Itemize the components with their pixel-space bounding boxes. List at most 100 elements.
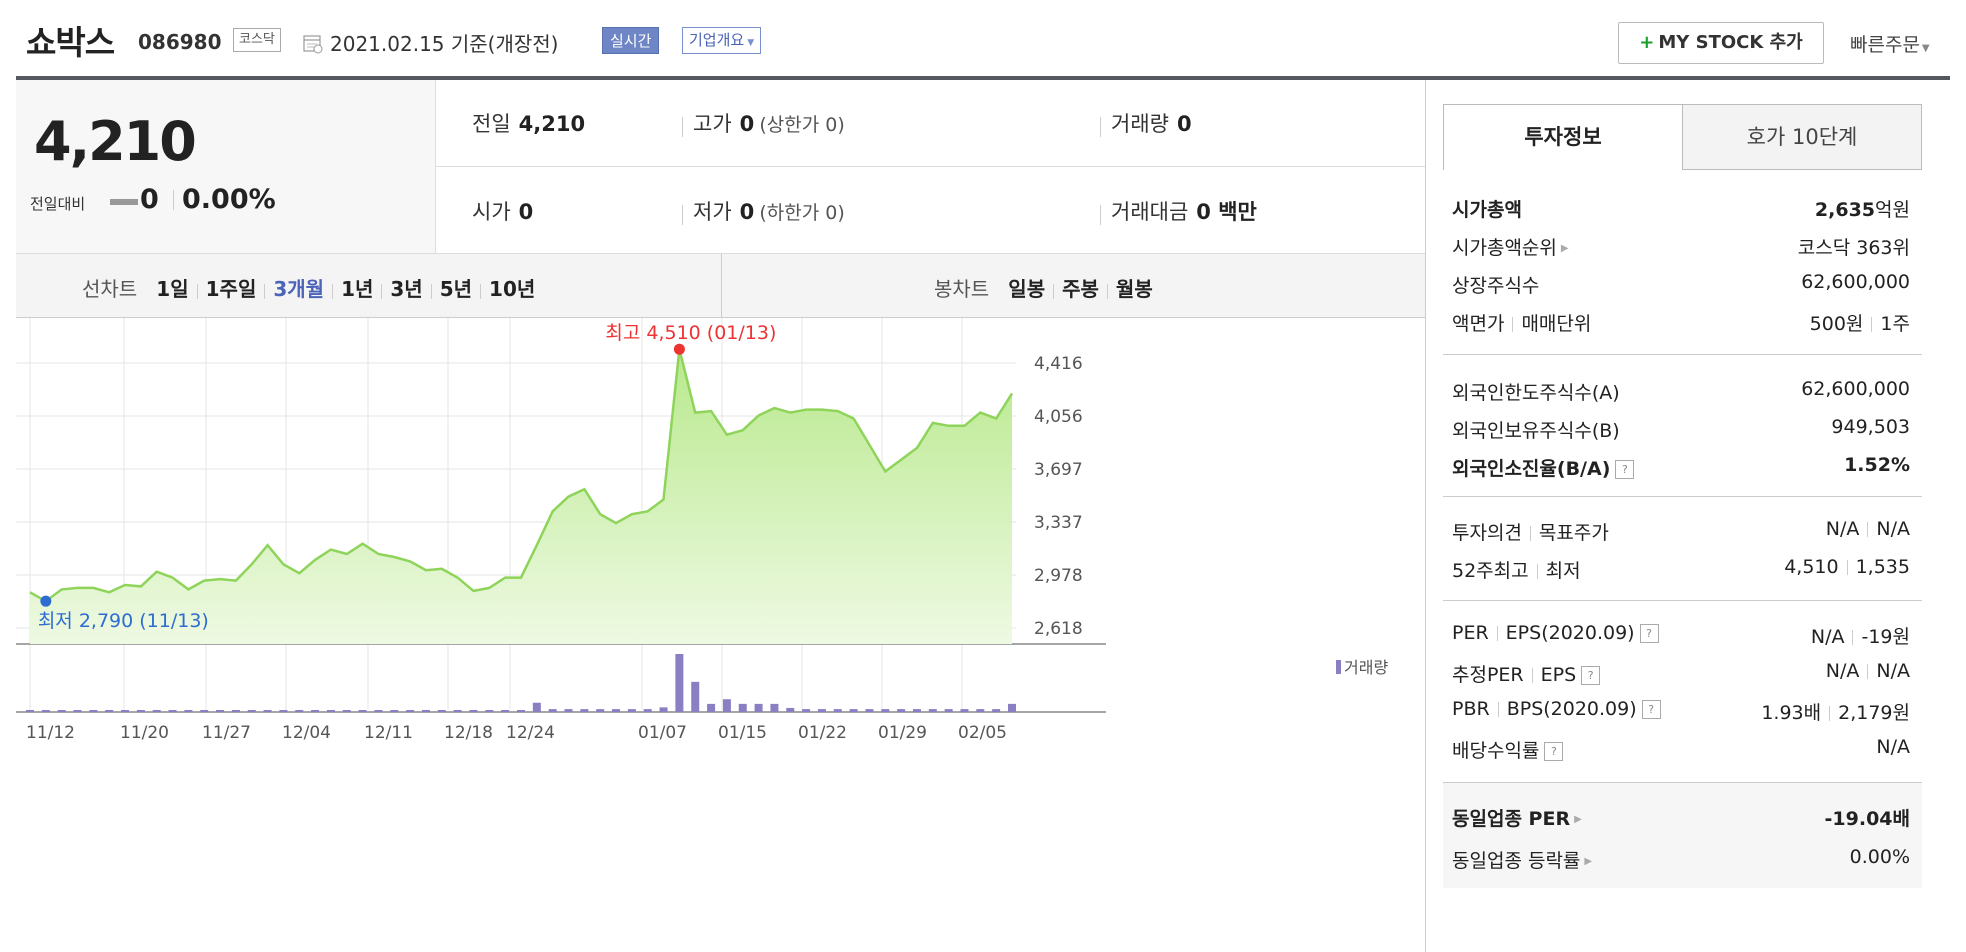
candle-daily[interactable]: 일봉 (1008, 277, 1046, 301)
divider (1536, 564, 1538, 579)
volume-bar (548, 709, 557, 712)
volume-bar (421, 710, 430, 712)
realtime-button[interactable]: 실시간 (602, 27, 660, 54)
week52-value: 4,510 1,535 (1784, 556, 1910, 578)
foreign-hold-value: 949,503 (1831, 416, 1910, 438)
volume-bar (992, 709, 1001, 712)
rank-label[interactable]: 시가총액순위 ▶ (1452, 233, 1569, 260)
volume-legend-icon (1336, 660, 1341, 674)
rank-value: 코스닥 363위 (1797, 237, 1910, 259)
help-icon[interactable]: ? (1544, 742, 1564, 761)
amount-label: 거래대금 (1111, 200, 1189, 224)
help-icon[interactable]: ? (1639, 624, 1659, 643)
target-label: 목표주가 (1538, 522, 1609, 544)
x-tick-label: 11/27 (202, 723, 251, 743)
candle-weekly[interactable]: 주봉 (1062, 277, 1099, 301)
market-cap-value: 2,635 (1814, 199, 1876, 221)
period-3m[interactable]: 3개월 (273, 277, 325, 301)
period-5y[interactable]: 5년 (439, 277, 473, 301)
volume-bar (802, 709, 811, 712)
company-overview-button[interactable]: 기업개요 ▼ (682, 27, 762, 54)
y-tick-label: 3,337 (1034, 513, 1083, 533)
sector-rate-label[interactable]: 동일업종 등락률 ▶ (1452, 846, 1592, 873)
x-tick-label: 12/24 (506, 723, 555, 743)
help-icon[interactable]: ? (1641, 700, 1661, 719)
tab-invest-info[interactable]: 투자정보 (1443, 104, 1683, 170)
volume-bar (849, 709, 858, 712)
y-tick-label: 4,776 (1034, 318, 1083, 321)
volume-bar (501, 710, 510, 712)
change-rate: 0.00% (182, 184, 276, 215)
y-tick-label: 3,697 (1034, 460, 1083, 480)
per-eps-label: PER EPS(2020.09)? (1452, 622, 1659, 644)
line-chart-label: 선차트 (82, 277, 138, 301)
divider (1867, 522, 1869, 537)
volume-bar (596, 709, 605, 712)
divider (196, 284, 198, 299)
period-1w[interactable]: 1주일 (205, 277, 257, 301)
divider (682, 116, 683, 137)
help-icon[interactable]: ? (1615, 460, 1635, 479)
volume-bar (944, 709, 953, 712)
divider (381, 284, 383, 299)
foreign-limit-value: 62,600,000 (1801, 378, 1910, 400)
x-axis: 11/12 11/20 11/27 12/04 12/11 12/18 12/24 01/07… (26, 723, 1007, 743)
sector-rate-value: 0.00% (1849, 846, 1910, 868)
shares-value: 62,600,000 (1801, 271, 1910, 293)
divider (682, 204, 683, 225)
summary-volume: 거래량 0 (1100, 108, 1192, 138)
volume-bar (691, 681, 700, 712)
x-tick-label: 12/04 (282, 723, 331, 743)
period-3y[interactable]: 3년 (390, 277, 423, 301)
volume-bar (564, 709, 573, 712)
divider (1106, 284, 1108, 299)
face-value: 500원 (1809, 313, 1864, 335)
divider (430, 284, 432, 299)
volume-value: 0 (1176, 112, 1192, 136)
volume-label: 거래량 (1111, 112, 1169, 136)
sector-per-label[interactable]: 동일업종 PER ▶ (1452, 804, 1582, 831)
period-1y[interactable]: 1년 (341, 277, 374, 301)
high52-label: 52주최고 (1452, 560, 1529, 582)
volume-bar (437, 710, 446, 712)
volume-bar (1008, 703, 1016, 712)
volume-bar (279, 710, 288, 712)
volume-bar (485, 710, 494, 712)
x-tick-label: 01/22 (798, 723, 847, 743)
volume-bar (612, 709, 621, 712)
per-value: N/A (1810, 626, 1845, 648)
volume-bar (659, 707, 668, 712)
est-per-eps-value: N/A N/A (1826, 660, 1910, 682)
quick-order-button[interactable]: 빠른주문 ▼ (1850, 30, 1930, 57)
line-chart-periods: 선차트 1일 1주일 3개월 1년 3년 5년 10년 (82, 273, 535, 302)
divider (1443, 496, 1922, 497)
volume-bar (26, 710, 34, 712)
candle-monthly[interactable]: 월봉 (1115, 277, 1153, 301)
period-1d[interactable]: 1일 (156, 277, 189, 301)
divider (1846, 560, 1848, 575)
divider (721, 254, 722, 318)
chevron-right-icon: ▶ (1560, 243, 1569, 254)
volume-bar (532, 702, 541, 712)
est-per-eps-label: 추정PER EPS? (1452, 660, 1601, 687)
add-my-stock-button[interactable]: + MY STOCK 추가 (1618, 22, 1824, 64)
price-chart[interactable]: 4,776 4,416 4,056 3,697 3,337 2,978 2,618 11/1… (16, 318, 1426, 952)
prev-value: 4,210 (518, 112, 586, 136)
low-label: 저가 (693, 200, 732, 224)
period-10y[interactable]: 10년 (489, 277, 536, 301)
y-axis: 4,776 4,416 4,056 3,697 3,337 2,978 2,618 (1034, 318, 1083, 639)
stock-code: 086980 (138, 30, 222, 54)
help-icon[interactable]: ? (1581, 666, 1601, 685)
opinion-value: N/A (1825, 518, 1860, 540)
open-value: 0 (518, 200, 534, 224)
tab-hoga-10[interactable]: 호가 10단계 (1682, 104, 1922, 170)
foreign-rate-value: 1.52% (1844, 454, 1910, 476)
summary-low: 저가 0 (하한가 0) (682, 196, 845, 226)
summary-row: 전일 4,210 고가 0 (상한가 0) 거래량 0 (436, 80, 1426, 167)
dividend-label: 배당수익률? (1452, 736, 1564, 763)
x-tick-label: 01/15 (718, 723, 767, 743)
low-marker (40, 595, 52, 607)
price-box (16, 80, 436, 254)
foreign-rate-label-text: 외국인소진율(B/A) (1452, 458, 1611, 480)
volume-bar (406, 710, 415, 712)
